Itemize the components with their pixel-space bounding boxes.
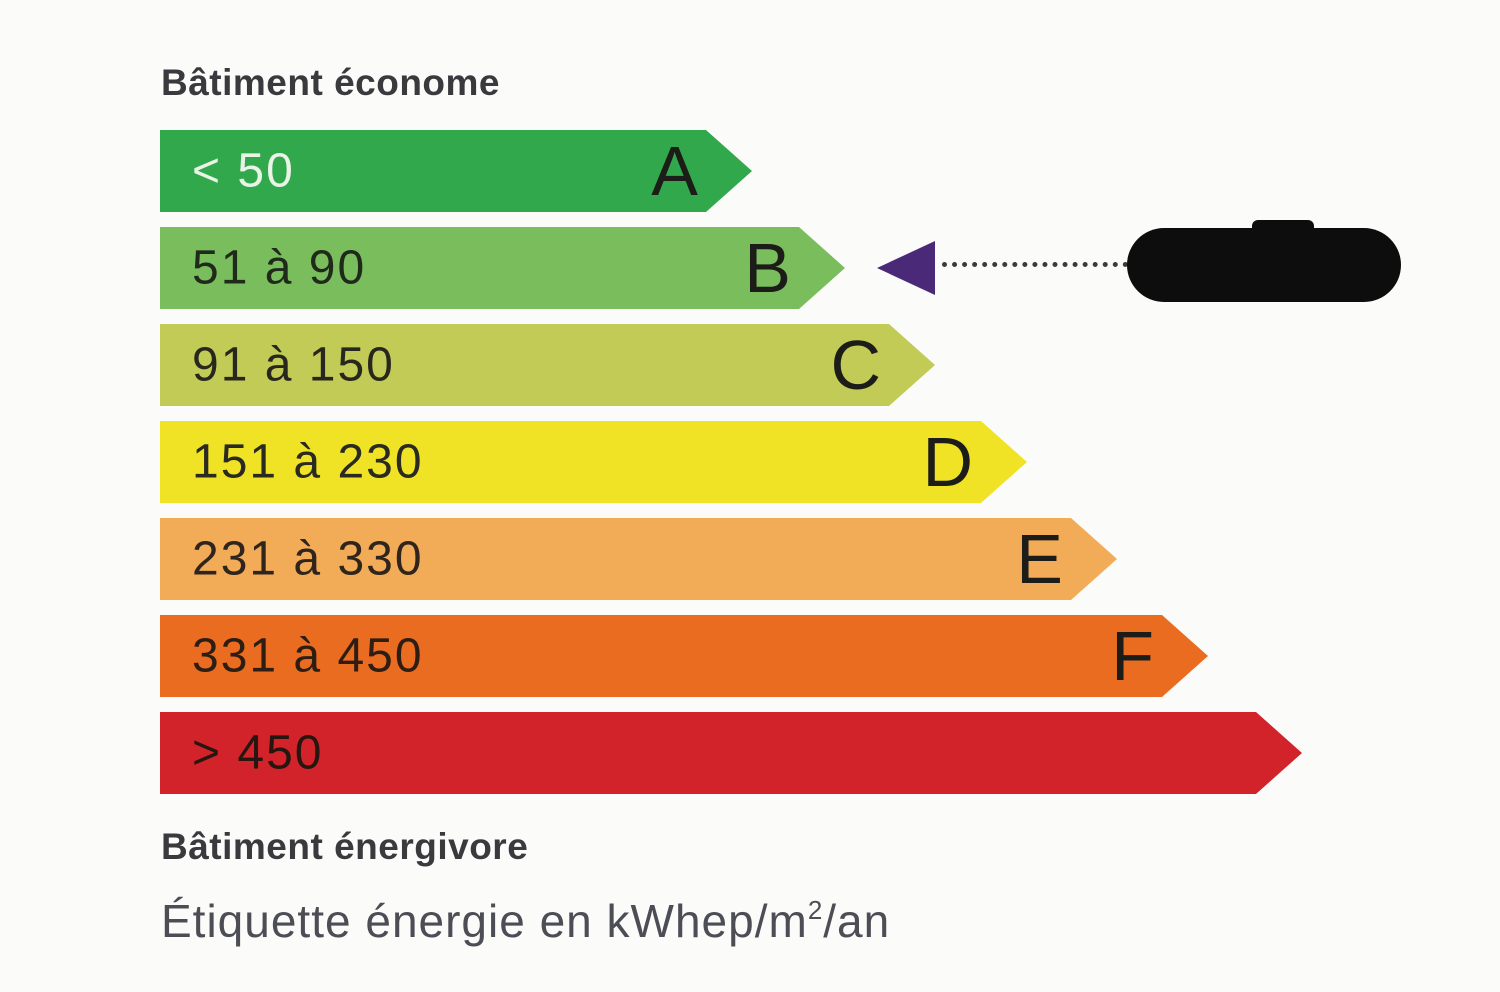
energy-bar-b: 51 à 90 B bbox=[160, 227, 845, 309]
range-label-d: 151 à 230 bbox=[192, 435, 424, 489]
top-label: Bâtiment économe bbox=[161, 62, 501, 103]
range-label-a: < 50 bbox=[192, 144, 295, 198]
class-letter-c: C bbox=[830, 326, 881, 404]
class-letter-f: F bbox=[1111, 617, 1154, 695]
class-letter-a: A bbox=[651, 132, 698, 210]
range-label-e: 231 à 330 bbox=[192, 532, 424, 586]
range-label-f: 331 à 450 bbox=[192, 629, 424, 683]
units-caption: Étiquette énergie en kWhep/m2/an bbox=[161, 894, 890, 948]
units-caption-suffix: /an bbox=[823, 895, 891, 947]
class-letter-e: E bbox=[1016, 520, 1063, 598]
units-caption-text: Étiquette énergie en kWhep/m bbox=[161, 895, 808, 947]
range-label-g: > 450 bbox=[192, 726, 324, 780]
redacted-value-blob bbox=[1127, 228, 1401, 302]
bottom-label: Bâtiment énergivore bbox=[161, 826, 529, 867]
energy-bar-e: 231 à 330 E bbox=[160, 518, 1117, 600]
current-class-arrow-icon bbox=[877, 241, 935, 295]
energy-bar-c: 91 à 150 C bbox=[160, 324, 935, 406]
energy-bar-g: > 450 bbox=[160, 712, 1302, 794]
units-caption-superscript: 2 bbox=[807, 895, 824, 925]
range-label-c: 91 à 150 bbox=[192, 338, 395, 392]
class-letter-d: D bbox=[922, 423, 973, 501]
range-label-b: 51 à 90 bbox=[192, 241, 367, 295]
energy-bar-d: 151 à 230 D bbox=[160, 421, 1027, 503]
dotted-leader-line bbox=[942, 262, 1128, 267]
energy-bar-a: < 50 A bbox=[160, 130, 752, 212]
energy-bar-f: 331 à 450 F bbox=[160, 615, 1208, 697]
class-letter-b: B bbox=[744, 229, 791, 307]
